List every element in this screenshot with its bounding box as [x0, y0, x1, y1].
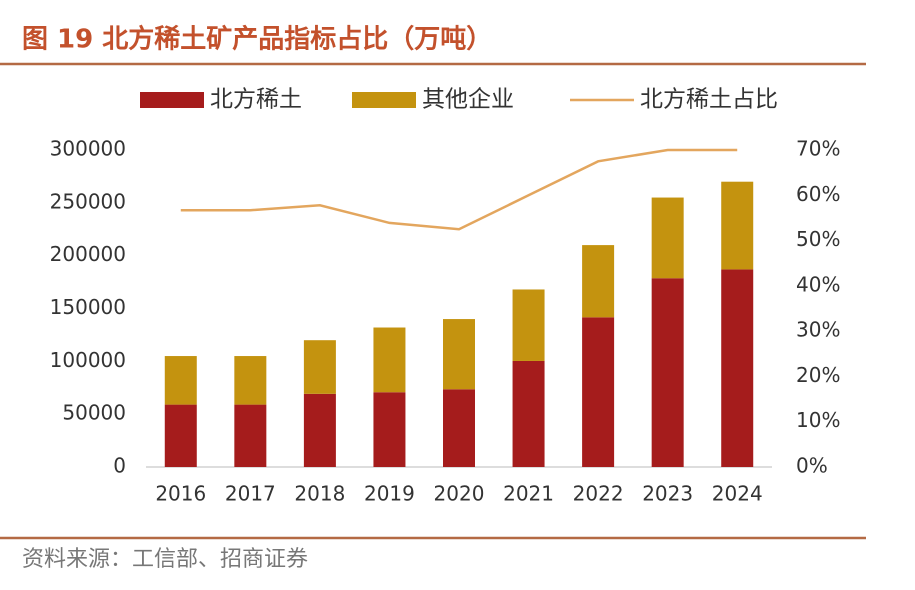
bar: [582, 245, 615, 318]
bar: [164, 356, 197, 405]
bar: [373, 392, 406, 467]
bar: [234, 404, 267, 467]
x-tick-label: 2022: [573, 482, 624, 506]
bar: [721, 181, 754, 270]
x-tick-label: 2018: [294, 482, 345, 506]
y2-tick-label: 70%: [796, 137, 840, 161]
bar: [651, 197, 684, 279]
chart-title: 图 19 北方稀土矿产品指标占比（万吨）: [22, 24, 492, 55]
y-tick-label: 250000: [50, 189, 126, 213]
bar: [164, 404, 197, 467]
bar: [443, 389, 475, 467]
bar: [373, 327, 406, 393]
bar: [303, 340, 336, 394]
legend-swatch: [352, 92, 416, 108]
bar: [512, 289, 545, 361]
y-tick-label: 200000: [50, 242, 126, 266]
bar: [234, 356, 267, 405]
x-tick-label: 2016: [155, 482, 206, 506]
y2-tick-label: 60%: [796, 182, 840, 206]
y2-tick-label: 50%: [796, 227, 840, 251]
bar: [512, 360, 545, 467]
x-tick-label: 2021: [503, 482, 554, 506]
bar: [582, 317, 615, 467]
y-tick-label: 100000: [50, 348, 126, 372]
legend-label: 北方稀土占比: [640, 87, 778, 113]
y-tick-label: 50000: [62, 401, 126, 425]
x-tick-label: 2019: [364, 482, 415, 506]
y2-tick-label: 30%: [796, 318, 840, 342]
y2-tick-label: 10%: [796, 408, 840, 432]
y-tick-label: 300000: [50, 137, 126, 161]
x-tick-label: 2017: [225, 482, 276, 506]
y2-tick-label: 20%: [796, 363, 840, 387]
y-tick-label: 150000: [50, 295, 126, 319]
legend-label: 北方稀土: [210, 87, 302, 113]
line: [180, 148, 738, 231]
y-tick-label: 0: [113, 454, 126, 478]
y2-tick-label: 0%: [796, 454, 828, 478]
x-tick-label: 2023: [642, 482, 693, 506]
bar: [651, 278, 684, 467]
legend-swatch: [140, 92, 204, 108]
bar: [303, 393, 336, 467]
x-tick-label: 2020: [434, 482, 485, 506]
legend-label: 其他企业: [422, 87, 514, 113]
source: 资料来源：工信部、招商证券: [22, 547, 308, 572]
x-tick-label: 2024: [712, 482, 763, 506]
bar: [721, 269, 754, 467]
y2-tick-label: 40%: [796, 272, 840, 296]
bar: [443, 319, 475, 390]
